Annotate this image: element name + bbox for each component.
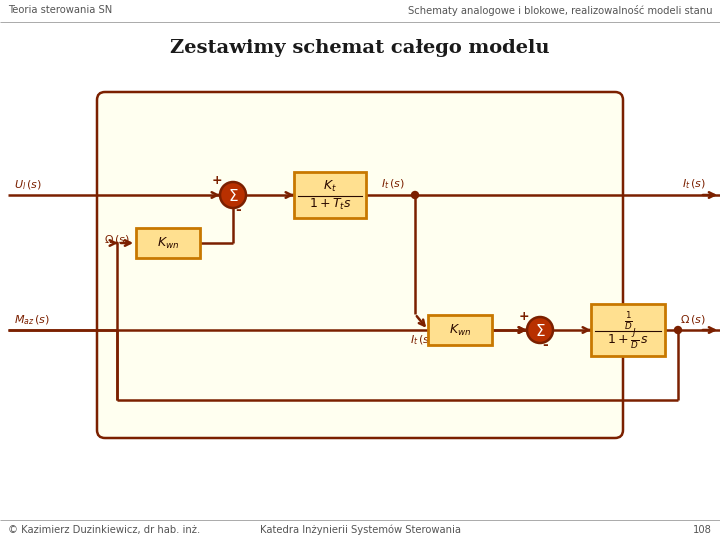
Text: Zestawimy schemat całego modelu: Zestawimy schemat całego modelu xyxy=(170,39,550,57)
Text: $I_t\,(s)$: $I_t\,(s)$ xyxy=(410,333,434,347)
FancyBboxPatch shape xyxy=(428,315,492,345)
Text: $I_t\,(s)$: $I_t\,(s)$ xyxy=(682,178,706,191)
FancyBboxPatch shape xyxy=(97,92,623,438)
Text: $M_{az}\,(s)$: $M_{az}\,(s)$ xyxy=(14,313,50,327)
FancyBboxPatch shape xyxy=(136,228,200,258)
Text: 108: 108 xyxy=(693,525,712,535)
FancyBboxPatch shape xyxy=(294,172,366,218)
Text: +: + xyxy=(518,309,529,322)
Text: $K_{wn}$: $K_{wn}$ xyxy=(449,322,471,338)
Text: $\Omega\,(s)$: $\Omega\,(s)$ xyxy=(104,233,130,246)
Text: $\Sigma$: $\Sigma$ xyxy=(535,323,545,339)
Text: Katedra Inżynierii Systemów Sterowania: Katedra Inżynierii Systemów Sterowania xyxy=(259,524,461,535)
Text: $1+\frac{J}{D}\,s$: $1+\frac{J}{D}\,s$ xyxy=(607,328,649,353)
Text: $K_{wn}$: $K_{wn}$ xyxy=(157,235,179,251)
Circle shape xyxy=(220,182,246,208)
Text: $U_l\,(s)$: $U_l\,(s)$ xyxy=(14,178,42,192)
Text: -: - xyxy=(235,203,241,217)
Text: $I_t\,(s)$: $I_t\,(s)$ xyxy=(381,178,405,191)
Text: Teoria sterowania SN: Teoria sterowania SN xyxy=(8,5,112,15)
Text: $\frac{1}{D}$: $\frac{1}{D}$ xyxy=(624,309,632,332)
Circle shape xyxy=(675,327,682,334)
Circle shape xyxy=(527,317,553,343)
Text: +: + xyxy=(212,174,222,187)
Text: $1+T_t s$: $1+T_t s$ xyxy=(308,197,351,212)
Text: Schematy analogowe i blokowe, realizowalność modeli stanu: Schematy analogowe i blokowe, realizowal… xyxy=(408,5,712,16)
Circle shape xyxy=(412,192,418,199)
Text: $K_t$: $K_t$ xyxy=(323,179,337,194)
FancyBboxPatch shape xyxy=(591,304,665,356)
Text: $\Omega\,(s)$: $\Omega\,(s)$ xyxy=(680,313,706,326)
Text: $\Sigma$: $\Sigma$ xyxy=(228,188,238,204)
Text: © Kazimierz Duzinkiewicz, dr hab. inż.: © Kazimierz Duzinkiewicz, dr hab. inż. xyxy=(8,525,200,535)
Text: -: - xyxy=(542,338,548,352)
